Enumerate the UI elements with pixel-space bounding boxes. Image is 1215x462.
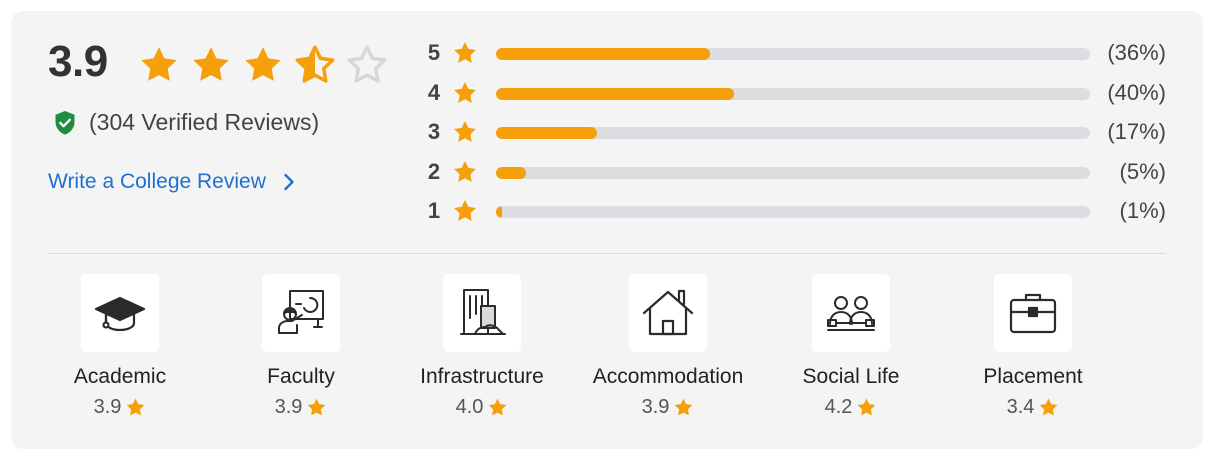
star-full-icon: [138, 44, 180, 86]
distribution-percent: (40%): [1107, 79, 1166, 105]
distribution-star-count: 5: [427, 40, 441, 65]
write-review-link[interactable]: Write a College Review: [48, 170, 296, 194]
star-icon: [856, 397, 877, 418]
verified-reviews-count: (304 Verified Reviews): [89, 109, 320, 135]
distribution-bar-fill: [496, 127, 597, 139]
distribution-percent: (1%): [1119, 198, 1166, 223]
chevron-right-icon: [282, 173, 296, 191]
distribution-row-4[interactable]: 4 (40%): [424, 80, 1184, 120]
rating-summary-card: 3.9 (304 Verified Reviews) Write a Col: [11, 11, 1203, 449]
distribution-bar-fill: [496, 87, 734, 100]
category-faculty[interactable]: Faculty 3.9: [211, 274, 391, 419]
write-review-label: Write a College Review: [48, 170, 266, 193]
star-icon: [452, 119, 478, 145]
category-rating: 3.4: [1006, 396, 1035, 418]
graduation-cap-icon: [91, 284, 149, 342]
distribution-percent: (36%): [1107, 40, 1166, 65]
star-icon: [452, 198, 478, 224]
verified-reviews: (304 Verified Reviews): [53, 109, 319, 136]
star-empty-icon: [346, 44, 388, 86]
distribution-bar-fill: [496, 206, 502, 218]
category-label: Social Life: [802, 365, 900, 388]
star-icon: [1038, 397, 1059, 418]
overall-score: 3.9: [48, 37, 108, 86]
distribution-percent: (5%): [1119, 158, 1166, 184]
distribution-star-count: 4: [427, 79, 441, 105]
distribution-percent: (17%): [1107, 119, 1166, 144]
category-placement[interactable]: Placement 3.4: [943, 274, 1123, 419]
distribution-bar-track: [496, 127, 1090, 139]
category-rating: 3.9: [641, 396, 670, 418]
star-icon: [452, 80, 478, 106]
category-label: Accommodation: [592, 365, 744, 388]
star-icon: [452, 159, 478, 185]
verified-shield-icon: [53, 110, 77, 136]
category-label: Placement: [983, 365, 1083, 388]
star-full-icon: [190, 44, 232, 86]
category-academic[interactable]: Academic 3.9: [30, 274, 210, 419]
distribution-bar-track: [496, 166, 1090, 179]
distribution-bar-track: [496, 48, 1090, 60]
star-icon: [673, 397, 694, 418]
distribution-bar-track: [496, 206, 1090, 218]
star-half-icon: [294, 44, 336, 86]
star-icon: [125, 397, 146, 418]
category-label: Faculty: [267, 365, 335, 388]
section-divider: [48, 253, 1166, 254]
category-label: Infrastructure: [420, 365, 544, 388]
category-rating: 4.0: [455, 396, 484, 418]
distribution-star-count: 2: [427, 158, 441, 184]
category-label: Academic: [73, 365, 167, 388]
distribution-row-1[interactable]: 1 (1%): [424, 198, 1184, 238]
distribution-bar-track: [496, 87, 1090, 100]
star-icon: [306, 397, 327, 418]
category-social-life[interactable]: Social Life 4.2: [761, 274, 941, 419]
house-icon: [639, 284, 697, 342]
distribution-row-5[interactable]: 5 (36%): [424, 40, 1184, 80]
distribution-bar-fill: [496, 166, 526, 179]
rating-distribution: 5 (36%) 4 (40%) 3 (17%) 2 (5%) 1 (1%: [424, 40, 1184, 238]
category-infrastructure[interactable]: Infrastructure 4.0: [392, 274, 572, 419]
distribution-star-count: 1: [427, 198, 441, 223]
briefcase-icon: [1004, 284, 1062, 342]
category-rating: 3.9: [274, 396, 303, 418]
distribution-row-2[interactable]: 2 (5%): [424, 159, 1184, 199]
category-rating: 4.2: [824, 396, 853, 418]
teacher-board-icon: [272, 284, 330, 342]
people-icon: [822, 284, 880, 342]
distribution-row-3[interactable]: 3 (17%): [424, 119, 1184, 159]
distribution-star-count: 3: [427, 119, 441, 144]
star-icon: [452, 40, 478, 66]
overall-star-rating: [138, 44, 388, 86]
category-accommodation[interactable]: Accommodation 3.9: [578, 274, 758, 419]
category-rating: 3.9: [93, 396, 122, 418]
star-full-icon: [242, 44, 284, 86]
building-icon: [453, 284, 511, 342]
star-icon: [487, 397, 508, 418]
distribution-bar-fill: [496, 48, 710, 60]
